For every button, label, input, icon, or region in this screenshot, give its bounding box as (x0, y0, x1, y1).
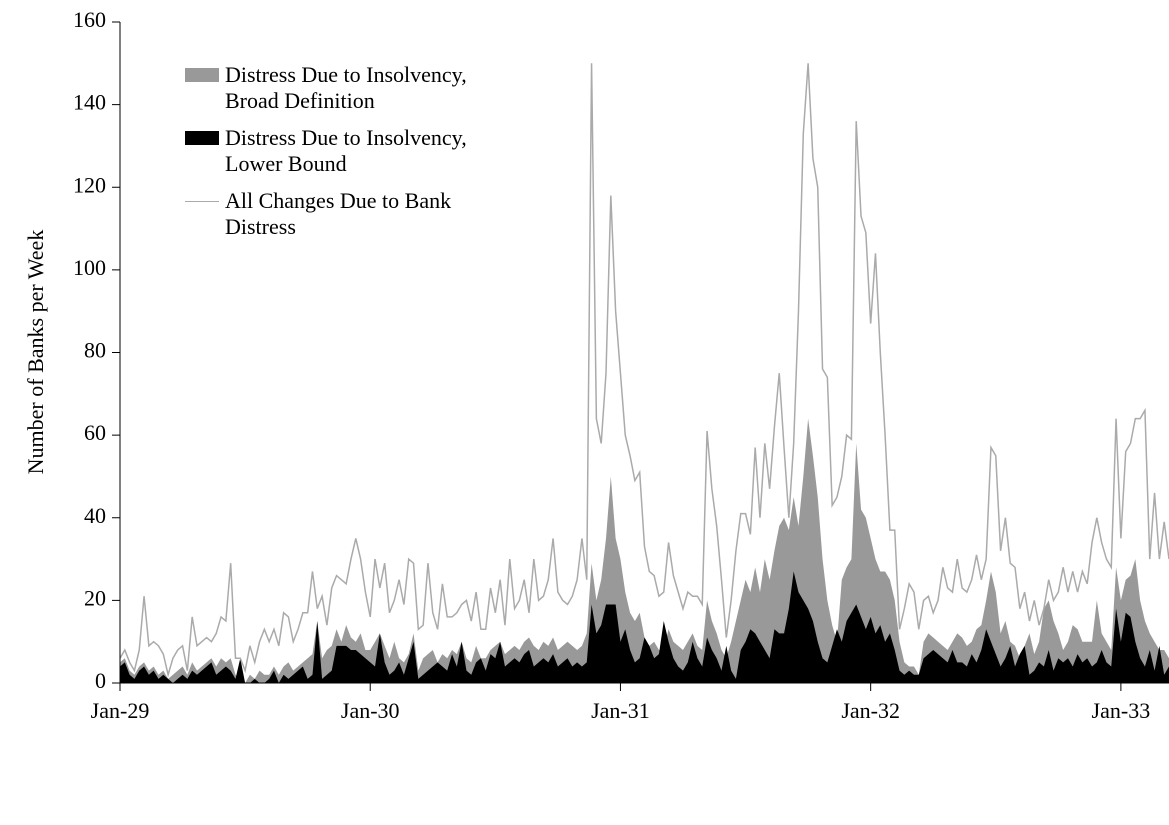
y-tick-label: 20 (84, 585, 106, 610)
legend-label: Distress Due to Insolvency, Broad Defini… (225, 62, 467, 113)
y-tick-label: 100 (73, 255, 106, 280)
y-tick-label: 120 (73, 172, 106, 197)
x-tick-label: Jan-31 (591, 698, 650, 723)
y-tick-label: 0 (95, 668, 106, 693)
y-tick-label: 60 (84, 420, 106, 445)
legend-entry: Distress Due to Insolvency, Broad Defini… (185, 62, 485, 114)
legend-entry: All Changes Due to Bank Distress (185, 188, 485, 240)
legend-swatch (185, 201, 219, 202)
area (120, 571, 1169, 683)
area (120, 418, 1169, 683)
x-tick-label: Jan-30 (341, 698, 400, 723)
x-tick-label: Jan-32 (841, 698, 900, 723)
legend-entry: Distress Due to Insolvency, Lower Bound (185, 125, 485, 177)
line (119, 63, 1169, 678)
y-tick-label: 40 (84, 503, 106, 528)
legend-label: All Changes Due to Bank Distress (225, 188, 452, 239)
legend: Distress Due to Insolvency, Broad Defini… (185, 62, 485, 251)
y-tick-label: 80 (84, 338, 106, 363)
x-tick-label: Jan-33 (1092, 698, 1151, 723)
legend-swatch (185, 68, 219, 82)
y-tick-label: 160 (73, 7, 106, 32)
legend-label: Distress Due to Insolvency, Lower Bound (225, 125, 467, 176)
x-tick-label: Jan-29 (91, 698, 150, 723)
y-tick-label: 140 (73, 90, 106, 115)
y-axis-label: Number of Banks per Week (23, 230, 48, 475)
legend-swatch (185, 131, 219, 145)
